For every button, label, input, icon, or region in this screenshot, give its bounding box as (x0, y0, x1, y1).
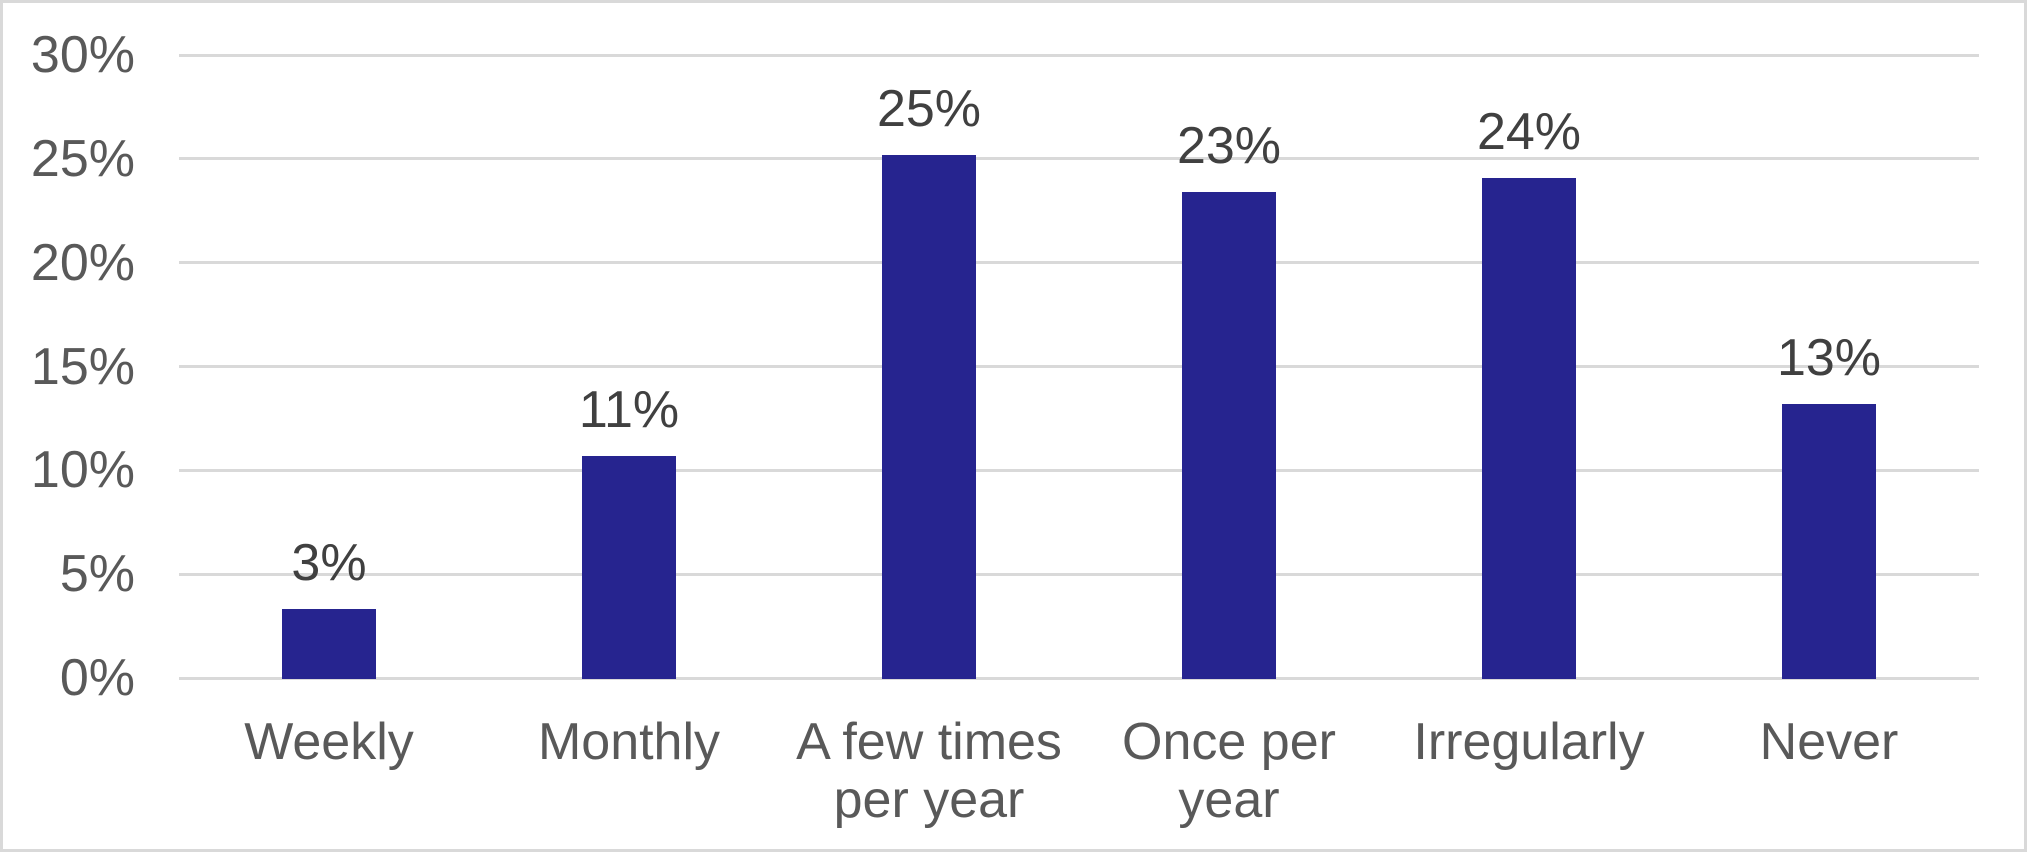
bar-a-few-times-per-year (882, 154, 976, 680)
gridline-10% (179, 468, 1979, 472)
bar-weekly (282, 609, 376, 680)
bar-value-label: 23% (1176, 117, 1282, 176)
y-tick-label-30%: 30% (30, 26, 135, 84)
x-category-label: Irregularly (1413, 713, 1645, 771)
x-category-label: Monthly (537, 713, 721, 771)
plot-area: 0% 5% 10% 15% 20% 25% 30% 3% Weekly 11% Monthly 25%… (3, 3, 2024, 849)
y-tick-label-0%: 0% (59, 649, 135, 707)
y-tick-label-15%: 15% (30, 337, 135, 396)
gridline-30% (179, 53, 1979, 57)
gridline-15% (179, 365, 1979, 368)
y-tick-label-5%: 5% (59, 545, 135, 604)
x-category-label: Once per year (1122, 713, 1336, 829)
bar-value-label: 11% (578, 380, 680, 439)
bar-value-label: 24% (1476, 102, 1582, 161)
gridline-5% (179, 572, 1979, 576)
x-category-label: Weekly (244, 713, 414, 771)
bar-value-label: 25% (876, 79, 982, 138)
bar-value-label: 13% (1776, 328, 1882, 387)
bar-once-per-year (1182, 192, 1276, 680)
bar-never (1782, 403, 1876, 680)
y-tick-label-10%: 10% (30, 441, 135, 500)
gridline-20% (179, 261, 1979, 265)
y-tick-label-25%: 25% (30, 129, 135, 188)
gridline-0% (179, 676, 1979, 680)
x-category-label: Never (1759, 713, 1899, 771)
bar-irregularly (1482, 177, 1576, 680)
x-category-label: A few times per year (796, 713, 1062, 829)
bar-monthly (582, 455, 676, 680)
bar-value-label: 3% (291, 534, 367, 593)
y-tick-label-20%: 20% (30, 233, 135, 292)
gridline-25% (179, 157, 1979, 161)
